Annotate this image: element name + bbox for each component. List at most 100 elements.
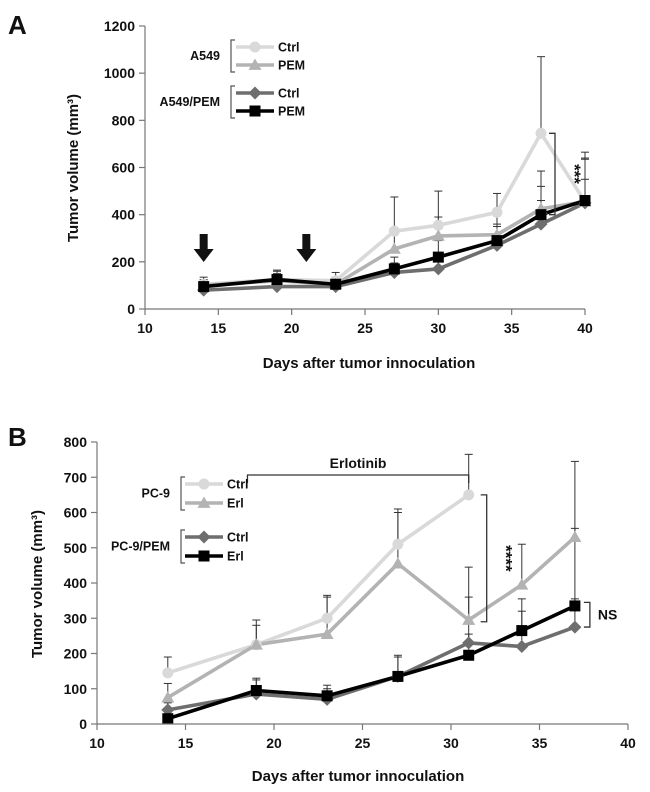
data-point: [162, 713, 174, 725]
panel-a-markers: [197, 127, 592, 297]
data-point: [568, 620, 582, 634]
panel-b-markers: [161, 489, 582, 725]
x-tick-label: 20: [284, 320, 300, 336]
panel-a-treatment-arrows: [193, 234, 317, 262]
legend-label: Ctrl: [227, 531, 249, 545]
x-tick-label: 15: [211, 320, 227, 336]
y-tick-label: 0: [79, 716, 87, 732]
data-point: [161, 703, 175, 717]
data-point: [431, 229, 445, 241]
legend-bracket: [230, 39, 235, 73]
treatment-arrow: [193, 234, 214, 262]
legend-swatch-marker: [249, 41, 261, 53]
data-point: [579, 195, 591, 207]
y-tick-label: 800: [64, 434, 88, 450]
data-point: [432, 219, 444, 231]
legend-label: Erl: [227, 497, 244, 511]
x-tick-label: 35: [532, 735, 548, 751]
data-point: [535, 127, 547, 139]
legend-swatch-marker: [198, 550, 210, 562]
y-tick-label: 400: [112, 207, 136, 223]
panel-b-lines: [166, 493, 577, 721]
x-tick-label: 40: [620, 735, 636, 751]
legend-swatch-marker: [197, 496, 211, 508]
data-point: [515, 639, 529, 653]
treatment-arrow: [296, 234, 317, 262]
legend-bracket: [180, 529, 185, 564]
panel-b-legend: PC-9 Ctrl Erl PC-9/PEM Ctrl Erl: [111, 476, 249, 564]
data-point: [161, 691, 175, 703]
panel-b-x-ticks: 10 15 20 25 30 35 40: [89, 724, 636, 751]
legend-bracket: [180, 476, 185, 511]
data-point: [463, 489, 475, 501]
x-tick-label: 10: [137, 320, 153, 336]
data-point: [462, 613, 476, 625]
legend-label: Ctrl: [278, 41, 300, 55]
panel-a-x-title: Days after tumor innoculation: [263, 355, 476, 372]
x-tick-label: 20: [266, 735, 282, 751]
x-tick-label: 35: [504, 320, 520, 336]
panel-b: B Erlotinib 10 15 20 25 30 35 40 0 100 200 300 400…: [8, 422, 636, 785]
data-point: [491, 206, 503, 218]
legend-group-label: A549: [190, 49, 220, 63]
legend-label: PEM: [278, 105, 305, 119]
data-point: [249, 638, 263, 650]
panel-a-legend: A549 Ctrl PEM A549/PEM Ctrl PEM: [160, 39, 305, 119]
y-tick-label: 1200: [104, 18, 135, 34]
data-point: [271, 274, 283, 286]
panel-b-y-ticks: 0 100 200 300 400 500 600 700 800: [64, 434, 97, 732]
data-point: [330, 278, 342, 290]
panel-b-letter: B: [8, 422, 27, 452]
y-tick-label: 0: [127, 301, 135, 317]
panel-a-y-title: Tumor volume (mm³): [65, 94, 82, 242]
series-line-a549-pem-pem: [203, 198, 586, 289]
data-point: [516, 625, 528, 637]
significance-bracket: [480, 494, 488, 623]
data-point: [250, 685, 262, 697]
legend-group-label: PC-9/PEM: [111, 540, 170, 554]
panel-b-significance: **** NS: [480, 494, 617, 628]
data-point: [320, 627, 334, 639]
data-point: [162, 667, 174, 679]
y-tick-label: 300: [64, 610, 88, 626]
legend-swatch-marker: [248, 86, 262, 100]
y-tick-label: 700: [64, 469, 88, 485]
data-point: [534, 217, 548, 231]
erlotinib-bracket: [246, 474, 470, 483]
y-tick-label: 600: [64, 505, 88, 521]
y-tick-label: 500: [64, 540, 88, 556]
panel-a-x-ticks: 10 15 20 25 30 35 40: [137, 309, 593, 336]
panel-a-y-ticks: 0 200 400 600 800 1000 1200: [104, 18, 145, 317]
x-tick-label: 25: [357, 320, 373, 336]
legend-swatch-marker: [197, 530, 211, 544]
x-tick-label: 30: [431, 320, 447, 336]
significance-bracket: [549, 132, 556, 216]
data-point: [432, 251, 444, 263]
data-point: [569, 600, 581, 612]
panel-b-y-title: Tumor volume (mm³): [29, 510, 46, 658]
x-tick-label: 25: [355, 735, 371, 751]
x-tick-label: 30: [443, 735, 459, 751]
panel-a-lines: [203, 131, 587, 292]
legend-bracket: [230, 85, 235, 119]
legend-label: PEM: [278, 59, 305, 73]
data-point: [388, 225, 400, 237]
significance-label: NS: [598, 607, 617, 623]
data-point: [535, 209, 547, 221]
panel-a: A 10 15 20 25 30 35 40 0 200 400 600 800 1000 1200 D…: [8, 10, 593, 372]
legend-swatch-marker: [198, 478, 210, 490]
data-point: [388, 263, 400, 275]
y-tick-label: 1000: [104, 65, 135, 81]
significance-bracket: [583, 601, 591, 628]
x-tick-label: 10: [89, 735, 105, 751]
data-point: [463, 649, 475, 661]
data-point: [321, 690, 333, 702]
panel-b-x-title: Days after tumor innoculation: [252, 768, 465, 785]
legend-swatch-marker: [248, 58, 262, 70]
legend-swatch-marker: [249, 105, 261, 117]
data-point: [391, 557, 405, 569]
data-point: [392, 538, 404, 550]
panel-a-letter: A: [8, 10, 27, 40]
y-tick-label: 400: [64, 575, 88, 591]
